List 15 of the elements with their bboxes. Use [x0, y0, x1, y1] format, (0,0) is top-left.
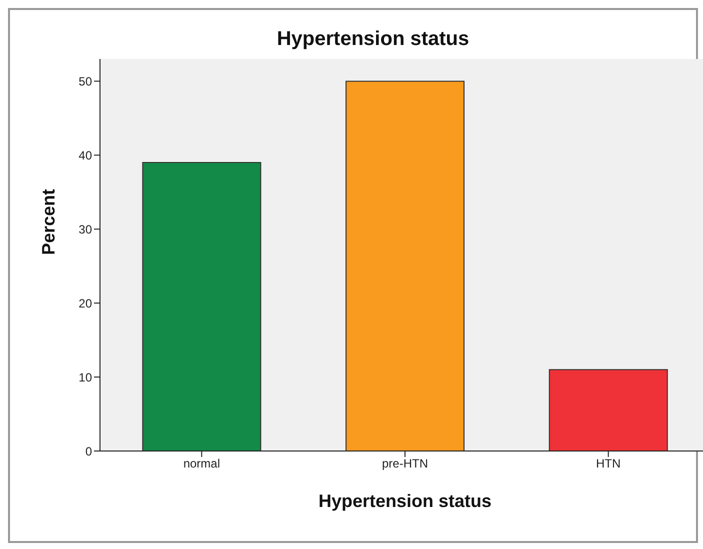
y-tick-label: 30: [78, 222, 92, 236]
y-tick-label: 0: [85, 444, 92, 458]
y-tick-label: 50: [78, 74, 92, 88]
y-tick-label: 10: [78, 370, 92, 384]
chart-title: Hypertension status: [276, 28, 470, 51]
x-axis-title: Hypertension status: [318, 491, 492, 511]
bar: [346, 80, 465, 451]
y-tick-label: 40: [78, 148, 92, 162]
x-tick-label: pre-HTN: [382, 456, 428, 471]
x-tick-label: normal: [183, 456, 220, 471]
y-tick-label: 20: [78, 296, 92, 310]
y-axis-title: Percent: [38, 188, 58, 255]
bar: [548, 369, 668, 451]
x-tick-label: HTN: [596, 456, 621, 471]
bar: [142, 162, 262, 451]
